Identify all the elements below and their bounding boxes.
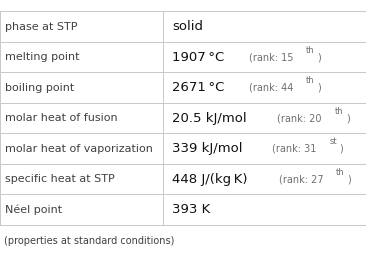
Text: specific heat at STP: specific heat at STP [5,174,115,184]
Text: (rank: 20: (rank: 20 [277,113,322,123]
Text: 448 J/(kg K): 448 J/(kg K) [172,172,247,186]
Text: ): ) [339,144,343,154]
Text: 1907 °C: 1907 °C [172,51,224,64]
Text: molar heat of vaporization: molar heat of vaporization [5,144,153,154]
Text: 2671 °C: 2671 °C [172,81,224,94]
Text: (properties at standard conditions): (properties at standard conditions) [4,236,174,246]
Text: (rank: 15: (rank: 15 [249,52,293,62]
Text: ): ) [346,113,350,123]
Text: Néel point: Néel point [5,204,63,215]
Text: (rank: 44: (rank: 44 [249,83,293,93]
Text: boiling point: boiling point [5,83,75,93]
Text: th: th [306,76,315,85]
Text: th: th [306,46,315,55]
Text: melting point: melting point [5,52,80,62]
Text: 339 kJ/mol: 339 kJ/mol [172,142,243,155]
Text: ): ) [347,174,351,184]
Text: molar heat of fusion: molar heat of fusion [5,113,118,123]
Text: st: st [329,137,337,146]
Text: th: th [335,107,344,116]
Text: ): ) [317,52,321,62]
Text: (rank: 27: (rank: 27 [279,174,323,184]
Text: (rank: 31: (rank: 31 [272,144,317,154]
Text: ): ) [317,83,321,93]
Text: 20.5 kJ/mol: 20.5 kJ/mol [172,112,247,125]
Text: solid: solid [172,20,203,33]
Text: th: th [336,168,345,177]
Text: 393 K: 393 K [172,203,210,216]
Text: phase at STP: phase at STP [5,22,78,32]
